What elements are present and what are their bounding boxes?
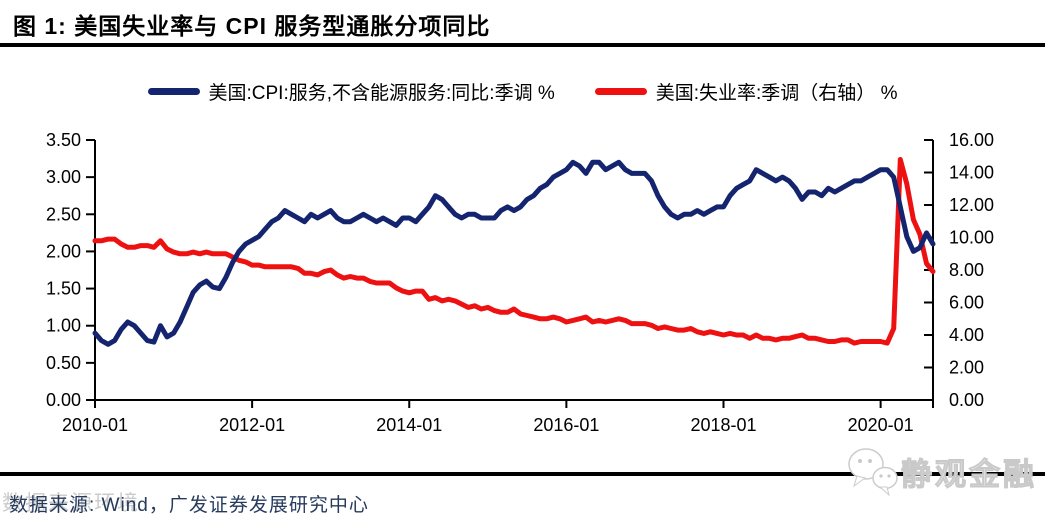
- left-axis-tick-label: 1.50: [46, 279, 81, 299]
- cpi-line-swatch: [147, 87, 200, 95]
- right-axis-tick-label: 10.00: [949, 228, 994, 248]
- data-source-note: 数据来源: Wind，广发证券发展研究中心: [9, 495, 369, 516]
- right-axis-tick-label: 2.00: [949, 358, 984, 378]
- brand-watermark: 静观金融: [845, 442, 1037, 500]
- left-axis-tick-label: 0.50: [46, 353, 81, 373]
- right-axis-tick-label: 4.00: [949, 325, 984, 345]
- right-axis-tick-label: 12.00: [949, 195, 994, 215]
- x-axis-tick-label: 2020-01: [848, 415, 914, 435]
- chart-legend: 美国:CPI:服务,不含能源服务:同比:季调 % 美国:失业率:季调（右轴） %: [0, 78, 1045, 104]
- footer-rule: [0, 472, 1045, 476]
- left-axis-tick-label: 3.00: [46, 167, 81, 187]
- unemployment-line-swatch: [594, 87, 647, 95]
- right-axis-tick-label: 6.00: [949, 293, 984, 313]
- unemployment-series-line: [92, 157, 936, 346]
- right-axis-tick-label: 8.00: [949, 260, 984, 280]
- right-axis-tick-label: 0.00: [949, 390, 984, 410]
- x-axis-tick-label: 2010-01: [62, 415, 128, 435]
- legend-label-unemployment: 美国:失业率:季调（右轴） %: [655, 82, 898, 104]
- brand-watermark-text: 静观金融: [901, 456, 1037, 492]
- x-axis-tick-label: 2016-01: [533, 415, 599, 435]
- left-axis-tick-label: 3.50: [46, 130, 81, 150]
- left-axis-tick-label: 2.50: [46, 204, 81, 224]
- title-rule: [0, 43, 1045, 47]
- right-axis-tick-label: 16.00: [949, 130, 994, 150]
- x-axis-tick-label: 2018-01: [690, 415, 756, 435]
- ghost-watermark: 数据来源环境: [2, 492, 140, 515]
- right-axis-tick-label: 14.00: [949, 163, 994, 183]
- figure-title: 图 1: 美国失业率与 CPI 服务型通胀分项同比: [13, 13, 491, 39]
- wechat-bubbles-icon: [848, 448, 898, 497]
- legend-label-cpi: 美国:CPI:服务,不含能源服务:同比:季调 %: [208, 82, 555, 104]
- left-axis-tick-label: 1.00: [46, 316, 81, 336]
- cpi-series-line: [92, 159, 936, 347]
- x-axis-tick-label: 2012-01: [219, 415, 285, 435]
- legend-item-cpi: 美国:CPI:服务,不含能源服务:同比:季调 %: [147, 78, 555, 105]
- left-axis-tick-label: 0.00: [46, 390, 81, 410]
- x-axis-tick-label: 2014-01: [376, 415, 442, 435]
- left-axis-tick-label: 2.00: [46, 241, 81, 261]
- legend-item-unemployment: 美国:失业率:季调（右轴） %: [594, 78, 898, 105]
